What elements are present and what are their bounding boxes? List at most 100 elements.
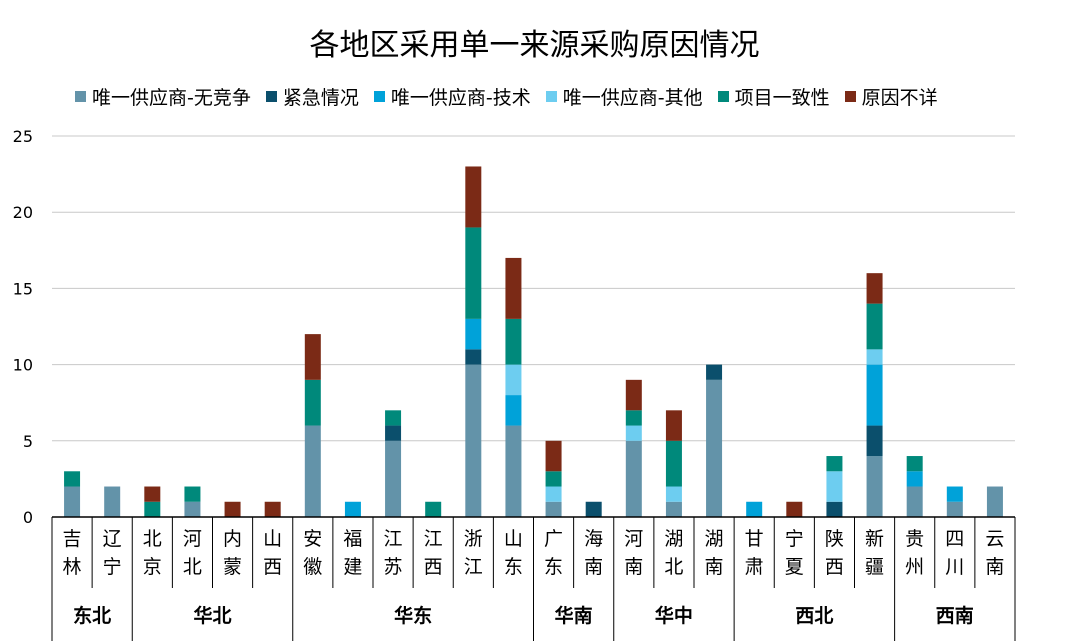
bar-segment xyxy=(625,410,642,426)
legend-item: 紧急情况 xyxy=(265,83,359,110)
x-category-label: 广东 xyxy=(544,528,563,578)
chart-title: 各地区采用单一来源采购原因情况 xyxy=(309,28,760,63)
bar-segment xyxy=(385,425,402,441)
x-category-label: 河南 xyxy=(624,528,643,578)
bar-segment xyxy=(986,486,1003,517)
x-category-label: 江西 xyxy=(424,528,443,578)
x-group-label: 西北 xyxy=(795,605,833,627)
y-tick-label: 25 xyxy=(13,127,33,146)
legend-item: 唯一供应商-无竞争 xyxy=(75,83,251,110)
legend-item: 原因不详 xyxy=(844,83,938,110)
x-category-label: 安徽 xyxy=(303,528,322,578)
x-category-label: 甘肃 xyxy=(745,528,764,578)
legend-label: 项目一致性 xyxy=(734,86,830,109)
x-category-label: 贵州 xyxy=(905,528,924,578)
bar-segment xyxy=(465,349,482,365)
bar-segment xyxy=(585,501,602,517)
legend-swatch xyxy=(75,90,86,102)
bar-segment xyxy=(826,501,843,517)
bar-segment xyxy=(505,364,522,396)
bar-segment xyxy=(866,349,883,365)
bar-segment xyxy=(264,501,281,517)
bar-segment xyxy=(746,501,763,517)
bar-segment xyxy=(906,471,923,487)
x-category-label: 新疆 xyxy=(865,528,884,578)
x-category-label: 海南 xyxy=(584,528,603,578)
bar-segment xyxy=(184,486,201,502)
y-tick-label: 20 xyxy=(13,203,33,222)
bar-segment xyxy=(545,486,562,502)
bar-segment xyxy=(625,425,642,441)
legend-item: 唯一供应商-其他 xyxy=(545,83,703,110)
bar-segment xyxy=(946,501,963,517)
x-group-label: 东北 xyxy=(73,604,111,627)
legend-label: 唯一供应商-其他 xyxy=(562,86,703,109)
bar-segment xyxy=(64,471,81,487)
bar-segment xyxy=(425,501,442,517)
y-tick-label: 10 xyxy=(13,356,33,375)
bar-segment xyxy=(545,471,562,487)
legend-swatch xyxy=(717,90,729,102)
x-category-label: 宁夏 xyxy=(785,528,804,578)
legend-swatch xyxy=(844,90,856,102)
bar-segment xyxy=(665,501,682,517)
x-category-label: 湖北 xyxy=(664,528,683,578)
bar-segment xyxy=(665,440,682,487)
x-category-label: 辽宁 xyxy=(103,528,122,578)
y-tick-label: 15 xyxy=(13,279,33,298)
bar-segment xyxy=(545,440,562,472)
bar-segment xyxy=(144,486,161,502)
legend-label: 紧急情况 xyxy=(282,86,359,109)
bar-segment xyxy=(665,410,682,441)
x-group-label: 华中 xyxy=(655,604,693,627)
bar-segment xyxy=(465,166,482,228)
bar-segment xyxy=(304,334,321,380)
bar-segment xyxy=(786,501,803,517)
bar-segment xyxy=(826,456,843,472)
legend-swatch xyxy=(545,90,557,102)
bar-segment xyxy=(866,364,883,426)
bar-segment xyxy=(625,440,642,517)
bar-segment xyxy=(706,379,723,517)
y-tick-label: 0 xyxy=(23,508,33,527)
bar-segment xyxy=(946,486,963,502)
x-category-label: 四川 xyxy=(945,528,964,578)
bar-segment xyxy=(665,486,682,502)
bar-segment xyxy=(505,395,522,426)
x-category-label: 山东 xyxy=(504,528,523,578)
x-category-label: 陕西 xyxy=(825,528,844,578)
bar-segment xyxy=(144,501,161,517)
x-category-label: 山西 xyxy=(263,528,282,578)
bar-segment xyxy=(385,440,402,517)
bar-segment xyxy=(64,486,81,517)
x-category-label: 内蒙 xyxy=(223,528,242,578)
legend-label: 唯一供应商-技术 xyxy=(390,86,531,109)
x-category-label: 云南 xyxy=(985,528,1004,578)
legend-label: 原因不详 xyxy=(861,86,938,109)
bar-segment xyxy=(505,257,522,319)
bar-segment xyxy=(866,273,883,304)
bar-segment xyxy=(866,456,883,517)
x-group-label: 西南 xyxy=(936,605,974,627)
bar-segment xyxy=(625,379,642,411)
bar-segment xyxy=(866,303,883,350)
legend-item: 唯一供应商-技术 xyxy=(373,83,531,110)
legend: 唯一供应商-无竞争 紧急情况 唯一供应商-技术 唯一供应商-其他 项目一致性 原… xyxy=(75,83,953,110)
bar-segment xyxy=(465,364,482,517)
x-category-label: 浙江 xyxy=(464,528,483,578)
legend-swatch xyxy=(265,90,277,102)
bar-segment xyxy=(344,501,361,517)
x-group-label: 华南 xyxy=(555,604,593,627)
bar-segment xyxy=(465,318,482,350)
x-category-label: 河北 xyxy=(183,528,202,578)
bar-segment xyxy=(505,425,522,517)
x-category-label: 福建 xyxy=(343,528,362,578)
bar-segment xyxy=(184,501,201,517)
bar-segment xyxy=(906,486,923,517)
bar-segment xyxy=(224,501,241,517)
legend-label: 唯一供应商-无竞争 xyxy=(92,86,251,109)
bar-segment xyxy=(465,227,482,319)
x-category-label: 北京 xyxy=(143,528,162,578)
bar-segment xyxy=(826,471,843,502)
